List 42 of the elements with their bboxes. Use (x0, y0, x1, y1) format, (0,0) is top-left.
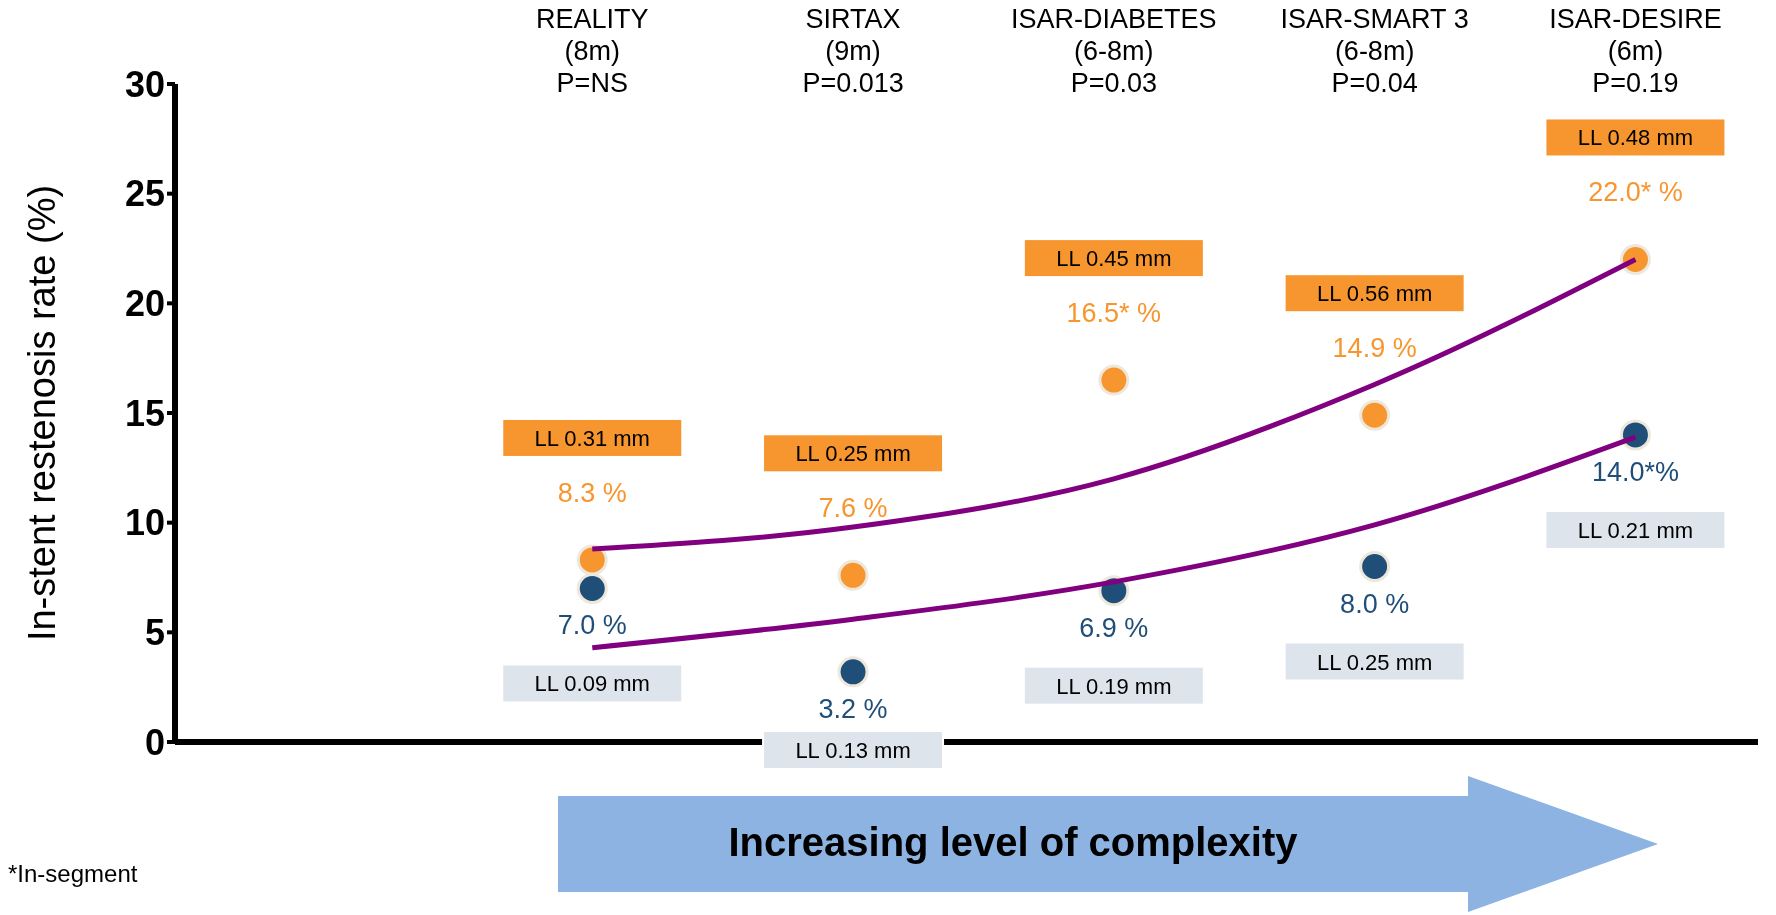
y-tick-label: 20 (124, 283, 165, 325)
data-label: 8.0 % (1340, 588, 1410, 619)
data-label: 22.0* % (1588, 177, 1683, 208)
data-label: 6.9 % (1079, 612, 1149, 643)
data-label: 7.6 % (818, 493, 888, 524)
x-tick-label: ISAR-DIABETES (6-8m) P=0.03 (1011, 4, 1217, 98)
y-axis-title: In-stent restenosis rate (%) (21, 184, 64, 642)
point (576, 544, 608, 576)
annotation: LL 0.48 mm (1577, 125, 1694, 151)
annotation: LL 0.19 mm (1056, 673, 1172, 699)
data-label: 3.2 % (818, 693, 888, 724)
annotation: LL 0.25 mm (795, 441, 911, 467)
point (837, 656, 869, 688)
point (576, 572, 608, 604)
data-label: 14.9 % (1332, 333, 1417, 364)
data-label: 7.0 % (557, 610, 627, 641)
text: Increasing level of complexity (727, 820, 1299, 865)
annotation: LL 0.09 mm (534, 671, 650, 697)
y-tick-label: 5 (144, 612, 165, 654)
text: *In-segment (8, 860, 138, 888)
point (837, 559, 869, 591)
annotation: LL 0.25 mm (1316, 649, 1433, 675)
data-label: 14.0*% (1591, 456, 1679, 487)
y-tick-label: 25 (124, 173, 165, 215)
data-label: 16.5* % (1066, 298, 1162, 329)
annotation: LL 0.21 mm (1577, 517, 1694, 543)
y-tick-label: 0 (144, 721, 165, 763)
x-tick-label: SIRTAX (9m) P=0.013 (802, 4, 904, 98)
point (1359, 399, 1391, 431)
annotation: LL 0.56 mm (1316, 281, 1433, 307)
annotation: LL 0.45 mm (1056, 246, 1172, 272)
point (1359, 551, 1391, 583)
annotation: LL 0.31 mm (534, 425, 650, 451)
y-tick-label: 15 (124, 392, 165, 434)
x-tick-label: ISAR-DESIRE (6m) P=0.19 (1549, 4, 1722, 98)
x-tick-label: ISAR-SMART 3 (6-8m) P=0.04 (1280, 4, 1469, 98)
y-tick-label: 30 (124, 63, 165, 105)
x-tick-label: REALITY (8m) P=NS (535, 4, 649, 98)
annotation: LL 0.13 mm (795, 738, 911, 763)
data-label: 8.3 % (557, 477, 627, 508)
y-tick-label: 10 (124, 502, 165, 544)
point (1098, 364, 1130, 396)
